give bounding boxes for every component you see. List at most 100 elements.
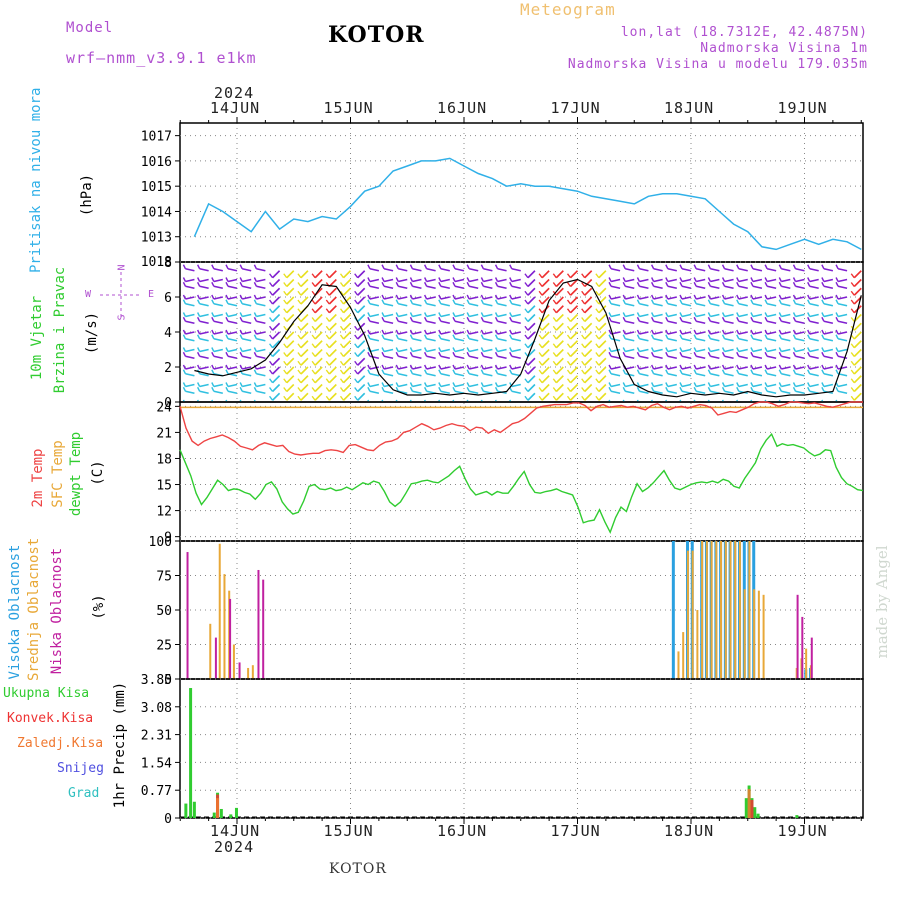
wind-barb	[383, 355, 394, 360]
wind-barb	[541, 296, 550, 305]
wind-barb-flag	[211, 369, 215, 375]
wind-barb-flag	[354, 360, 359, 366]
wind-barb-flag	[452, 294, 456, 300]
wind-barb	[185, 390, 195, 395]
wind-barb	[412, 302, 422, 307]
wind-barb	[227, 331, 238, 335]
wind-barb-flag	[423, 264, 428, 270]
wind-barb-flag	[452, 316, 456, 322]
wind-barb-flag	[764, 364, 768, 370]
wind-barb-flag	[581, 369, 586, 375]
wind-barb-flag	[792, 329, 797, 335]
model-label: Model	[66, 20, 114, 36]
wind-barb	[541, 270, 550, 279]
wind-barb	[625, 372, 635, 377]
wind-barb-flag	[423, 386, 428, 392]
wind-barb-flag	[409, 277, 414, 282]
wind-barb-flag	[835, 294, 839, 300]
wind-barb-flag	[750, 364, 754, 370]
wind-barb	[213, 320, 223, 325]
wind-barb-flag	[311, 378, 316, 384]
wind-barb	[584, 287, 593, 296]
wind-barb-flag	[354, 378, 359, 384]
wind-barb-flag	[395, 364, 399, 370]
wind-barb	[569, 305, 579, 314]
wind-barb-flag	[196, 386, 201, 392]
wind-barb-flag	[211, 277, 215, 282]
wind-barb	[412, 337, 422, 342]
wind-barb-flag	[650, 351, 655, 357]
wind-barb-flag	[395, 351, 399, 357]
wind-barb	[555, 366, 564, 375]
precip-frame	[179, 678, 864, 819]
low-cloud-bar	[186, 552, 189, 679]
wind-barb	[653, 313, 663, 318]
wind-barb	[667, 331, 677, 335]
wind-barb	[271, 278, 281, 288]
wind-barb	[213, 285, 223, 290]
wind-barb-flag	[253, 351, 258, 357]
wind-barb-flag	[423, 277, 428, 282]
wind-barb	[766, 355, 777, 360]
wind-barb-flag	[736, 351, 740, 357]
day-tick-label-top: 14JUN	[210, 99, 260, 117]
wind-barb	[227, 355, 238, 360]
wind-barb	[398, 313, 408, 318]
wind-barb-flag	[850, 352, 855, 357]
wind-barb	[681, 285, 692, 290]
wind-barb-flag	[595, 308, 600, 314]
wind-barb	[809, 285, 819, 290]
wind-barb	[766, 296, 777, 300]
wind-barb-flag	[764, 294, 768, 300]
cloud-ytick-label: 50	[156, 604, 172, 619]
wind-barb-flag	[650, 386, 655, 392]
wind-barb-flag	[679, 382, 683, 387]
wind-barb-flag	[693, 312, 697, 317]
wind-barb	[227, 302, 238, 307]
wind-barb-flag	[821, 316, 825, 322]
wind-barb-flag	[821, 399, 824, 402]
wind-barb	[766, 348, 777, 353]
wind-barb-flag	[297, 290, 302, 296]
wind-barb-flag	[423, 351, 428, 357]
wind-barb	[625, 348, 635, 353]
wind-barb-flag	[211, 399, 214, 402]
wind-barb	[328, 287, 337, 296]
wind-barb-flag	[196, 347, 201, 352]
wind-barb-flag	[438, 264, 442, 270]
wind-barb	[667, 296, 677, 300]
wind-barb-flag	[339, 308, 345, 314]
wind-barb-flag	[466, 264, 470, 270]
wind-barb	[639, 296, 649, 300]
wind-barb-flag	[721, 334, 726, 340]
wind-barb	[314, 278, 323, 288]
wind-barb-flag	[807, 277, 811, 282]
page-title: KOTOR	[328, 22, 425, 48]
wind-barb-flag	[595, 325, 600, 331]
wind-barb	[440, 372, 450, 377]
wind-barb	[383, 313, 394, 318]
day-tick-label-top: 15JUN	[324, 99, 374, 117]
wind-barb	[383, 302, 394, 307]
wind-barb-flag	[438, 382, 442, 387]
wind-barb	[440, 383, 450, 388]
wind-barb-flag	[381, 399, 384, 402]
wind-barb-flag	[381, 312, 385, 317]
wind-barb-flag	[807, 299, 811, 305]
wind-barb-flag	[650, 277, 655, 282]
wind-barb	[724, 383, 734, 388]
wind-barb-flag	[778, 369, 782, 375]
wind-barb	[357, 305, 366, 314]
wind-barb-flag	[509, 312, 513, 317]
wind-barb-flag	[595, 282, 600, 287]
precip-legend-snow: Snijeg	[57, 761, 104, 776]
wind-barb-flag	[524, 317, 529, 322]
wind-barb	[199, 320, 209, 325]
wind-barb-flag	[381, 277, 385, 282]
wind-barb	[426, 331, 436, 335]
wind-barb-flag	[552, 387, 557, 392]
wind-barb-flag	[566, 325, 572, 331]
dewpt-line	[179, 432, 864, 535]
wind-barb-flag	[693, 281, 697, 287]
wind-barb-flag	[778, 351, 782, 357]
